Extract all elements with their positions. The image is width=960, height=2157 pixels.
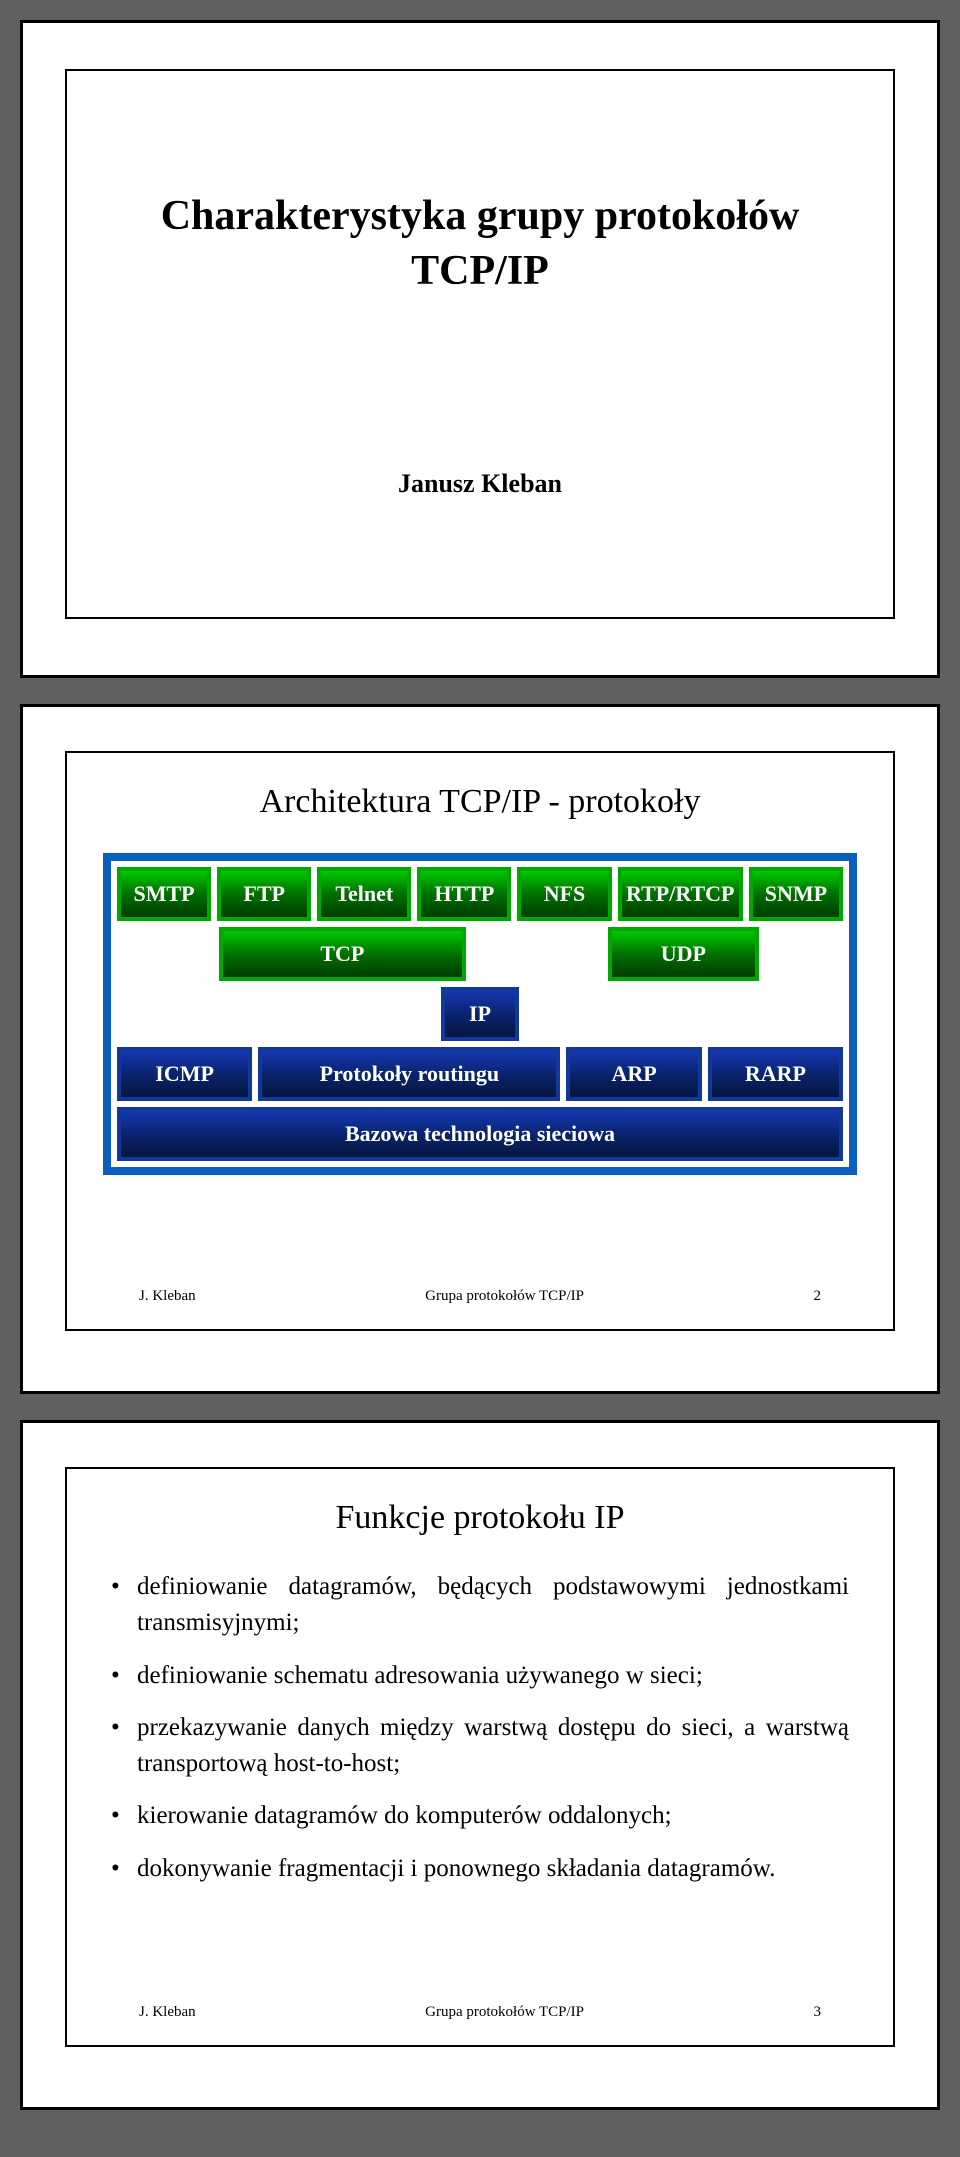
proto-ftp: FTP [217,867,311,921]
proto-rarp: RARP [708,1047,843,1101]
protocol-stack-diagram: SMTP FTP Telnet HTTP NFS RTP/RTCP SNMP T… [103,853,857,1175]
footer-page: 2 [814,1288,822,1305]
proto-smtp: SMTP [117,867,211,921]
proto-ip: IP [441,987,519,1041]
footer-author: J. Kleban [139,1288,196,1305]
proto-telnet: Telnet [317,867,411,921]
bullet-list: definiowanie datagramów, będących podsta… [103,1569,857,1903]
proto-tcp: TCP [219,927,466,981]
proto-rtp: RTP/RTCP [618,867,743,921]
app-layer-row: SMTP FTP Telnet HTTP NFS RTP/RTCP SNMP [117,867,843,921]
proto-icmp: ICMP [117,1047,252,1101]
slide-title: Funkcje protokołu IP [103,1499,857,1537]
spacer [472,927,602,981]
slide-architecture: Architektura TCP/IP - protokoły SMTP FTP… [20,704,940,1394]
doc-title: Charakterystyka grupy protokołów TCP/IP [107,189,853,298]
spacer [765,927,843,981]
proto-nfs: NFS [517,867,611,921]
slide-footer: J. Kleban Grupa protokołów TCP/IP 2 [103,1288,857,1305]
list-item: kierowanie datagramów do komputerów odda… [111,1798,849,1834]
title-frame: Charakterystyka grupy protokołów TCP/IP … [65,69,895,619]
list-item: dokonywanie fragmentacji i ponownego skł… [111,1851,849,1887]
slide-frame: Funkcje protokołu IP definiowanie datagr… [65,1467,895,2047]
transport-layer-row: TCP UDP [117,927,843,981]
footer-mid: Grupa protokołów TCP/IP [196,1288,814,1305]
proto-arp: ARP [566,1047,701,1101]
proto-udp: UDP [608,927,759,981]
list-item: definiowanie datagramów, będących podsta… [111,1569,849,1642]
phys-layer-row: Bazowa technologia sieciowa [117,1107,843,1161]
network-layer-row: ICMP Protokoły routingu ARP RARP [117,1047,843,1101]
slide-title: Architektura TCP/IP - protokoły [103,783,857,821]
proto-routing: Protokoły routingu [258,1047,560,1101]
slide-functions: Funkcje protokołu IP definiowanie datagr… [20,1420,940,2110]
footer-author: J. Kleban [139,2004,196,2021]
footer-mid: Grupa protokołów TCP/IP [196,2004,814,2021]
proto-snmp: SNMP [749,867,843,921]
list-item: definiowanie schematu adresowania używan… [111,1658,849,1694]
slide-frame: Architektura TCP/IP - protokoły SMTP FTP… [65,751,895,1331]
author-name: Janusz Kleban [398,469,562,499]
proto-http: HTTP [417,867,511,921]
base-tech: Bazowa technologia sieciowa [117,1107,843,1161]
list-item: przekazywanie danych między warstwą dost… [111,1710,849,1783]
slide-title-page: Charakterystyka grupy protokołów TCP/IP … [20,20,940,678]
spacer [117,927,213,981]
slide-footer: J. Kleban Grupa protokołów TCP/IP 3 [103,2004,857,2021]
ip-layer-row: IP [117,987,843,1041]
footer-page: 3 [814,2004,822,2021]
